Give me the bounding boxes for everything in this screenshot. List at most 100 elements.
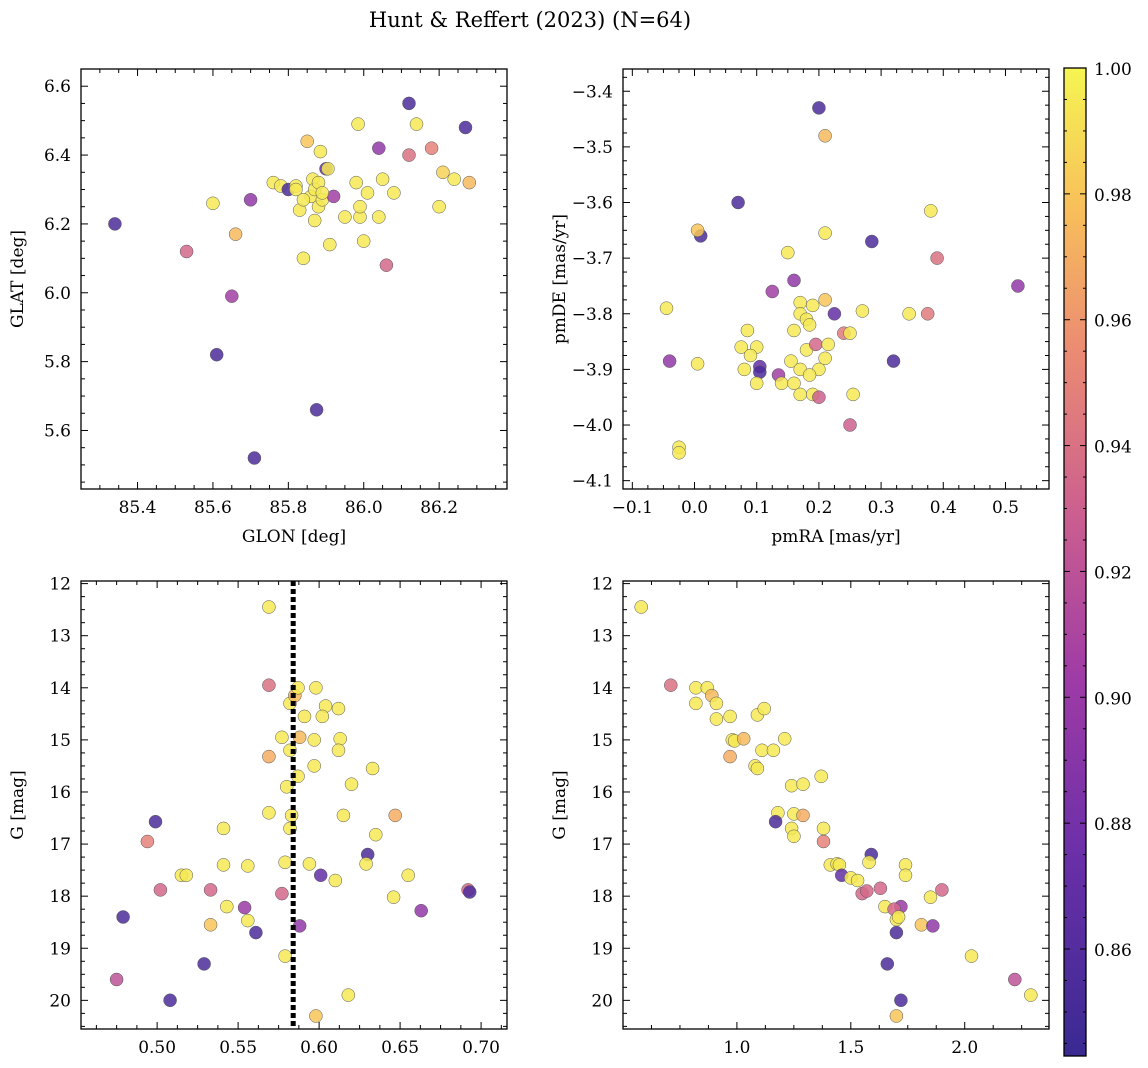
- y-tick-label: 18: [591, 887, 613, 907]
- data-point: [924, 204, 938, 218]
- data-point: [331, 743, 346, 758]
- data-point: [372, 141, 386, 155]
- data-point: [148, 814, 163, 829]
- data-point: [333, 732, 347, 746]
- data-point: [690, 357, 705, 371]
- data-point: [307, 759, 321, 773]
- data-point: [359, 857, 373, 871]
- data-point: [326, 189, 341, 204]
- data-point: [709, 696, 724, 711]
- data-point: [902, 307, 916, 321]
- y-tick-label: −3.6: [572, 194, 613, 214]
- data-point: [140, 834, 155, 849]
- data-point: [307, 733, 321, 747]
- data-point: [309, 681, 323, 695]
- data-point: [372, 210, 386, 224]
- data-point: [216, 858, 231, 872]
- x-tick-label: 0.50: [138, 1038, 176, 1058]
- data-point: [462, 885, 477, 899]
- data-point: [812, 390, 826, 404]
- data-point: [926, 919, 940, 933]
- data-point: [237, 900, 252, 915]
- y-tick-label: 15: [49, 731, 71, 751]
- data-point: [321, 162, 335, 176]
- data-point: [243, 193, 258, 207]
- colorbar-tick-label: 0.98: [1094, 186, 1132, 206]
- data-point: [341, 988, 356, 1002]
- data-point: [850, 873, 865, 888]
- data-point: [336, 808, 351, 823]
- data-point: [796, 777, 810, 791]
- panel-plx-g: 0.500.550.600.650.70121314151617181920Pl…: [8, 575, 508, 1068]
- y-tick-label: −3.5: [572, 138, 613, 158]
- data-point: [309, 403, 324, 417]
- data-point: [723, 709, 737, 724]
- y-axis-label: G [mag]: [550, 770, 570, 839]
- x-tick-label: 0.70: [462, 1038, 500, 1058]
- y-axis-label: pmDE [mas/yr]: [550, 214, 570, 344]
- axes-frame: [622, 68, 1050, 490]
- data-point: [386, 890, 401, 904]
- data-point: [262, 749, 276, 764]
- y-tick-label: 17: [49, 835, 71, 855]
- data-point: [750, 761, 765, 776]
- y-tick-label: 12: [49, 575, 71, 595]
- data-point: [634, 600, 648, 614]
- data-point: [197, 957, 211, 971]
- data-point: [289, 182, 303, 197]
- data-point: [116, 910, 130, 924]
- data-point: [278, 855, 292, 870]
- colorbar-tick-label: 0.96: [1094, 312, 1132, 332]
- y-tick-label: 19: [49, 939, 71, 959]
- data-point: [827, 307, 842, 321]
- data-point: [313, 868, 328, 883]
- data-point: [309, 1009, 323, 1023]
- data-point: [814, 769, 828, 784]
- data-point: [765, 284, 780, 299]
- y-tick-label: 19: [591, 939, 613, 959]
- data-point: [787, 323, 801, 338]
- colorbar-tick-label: 0.92: [1094, 563, 1132, 583]
- data-point: [262, 600, 276, 614]
- data-point: [736, 732, 751, 746]
- data-point: [1008, 972, 1022, 987]
- y-tick-label: −3.7: [572, 249, 613, 269]
- colorbar-gradient: [1063, 67, 1087, 1057]
- colorbar-tick-label: 1.00: [1094, 60, 1132, 80]
- x-tick-label: 0.4: [930, 498, 957, 518]
- data-point: [784, 354, 798, 368]
- data-point: [241, 913, 255, 928]
- data-point: [873, 881, 888, 896]
- data-point: [262, 806, 276, 820]
- data-point: [886, 354, 901, 368]
- data-point: [375, 172, 390, 186]
- panel-bprp-g: 1.01.52.0121314151617181920BP-RP [mag]G …: [550, 575, 1050, 1068]
- y-tick-label: −4.1: [572, 472, 613, 492]
- data-points: [634, 600, 1038, 1023]
- data-point: [781, 245, 795, 260]
- data-point: [1024, 988, 1038, 1002]
- data-points: [659, 101, 1025, 460]
- data-point: [793, 387, 807, 402]
- data-point: [818, 129, 832, 143]
- data-point: [379, 258, 394, 272]
- data-point: [402, 96, 416, 111]
- data-point: [802, 318, 817, 332]
- axis-ticks: 0.50 0.55 0.60 0.65 0.70 12 13 14 15 16 17 18 19 20: [49, 575, 507, 1058]
- data-point: [328, 873, 343, 888]
- data-point: [787, 829, 801, 844]
- data-point: [241, 859, 255, 873]
- data-point: [755, 743, 769, 758]
- axes-frame: [622, 580, 1050, 1030]
- data-point: [664, 678, 678, 692]
- y-tick-label: −3.4: [572, 82, 613, 102]
- data-point: [338, 210, 352, 224]
- data-point: [816, 834, 831, 849]
- x-tick-label: 85.4: [119, 498, 157, 518]
- data-point: [723, 749, 737, 764]
- data-point: [690, 223, 705, 238]
- data-point: [818, 351, 832, 366]
- data-point: [108, 217, 122, 231]
- x-tick-label: 1.5: [837, 1038, 864, 1058]
- data-point: [109, 972, 124, 987]
